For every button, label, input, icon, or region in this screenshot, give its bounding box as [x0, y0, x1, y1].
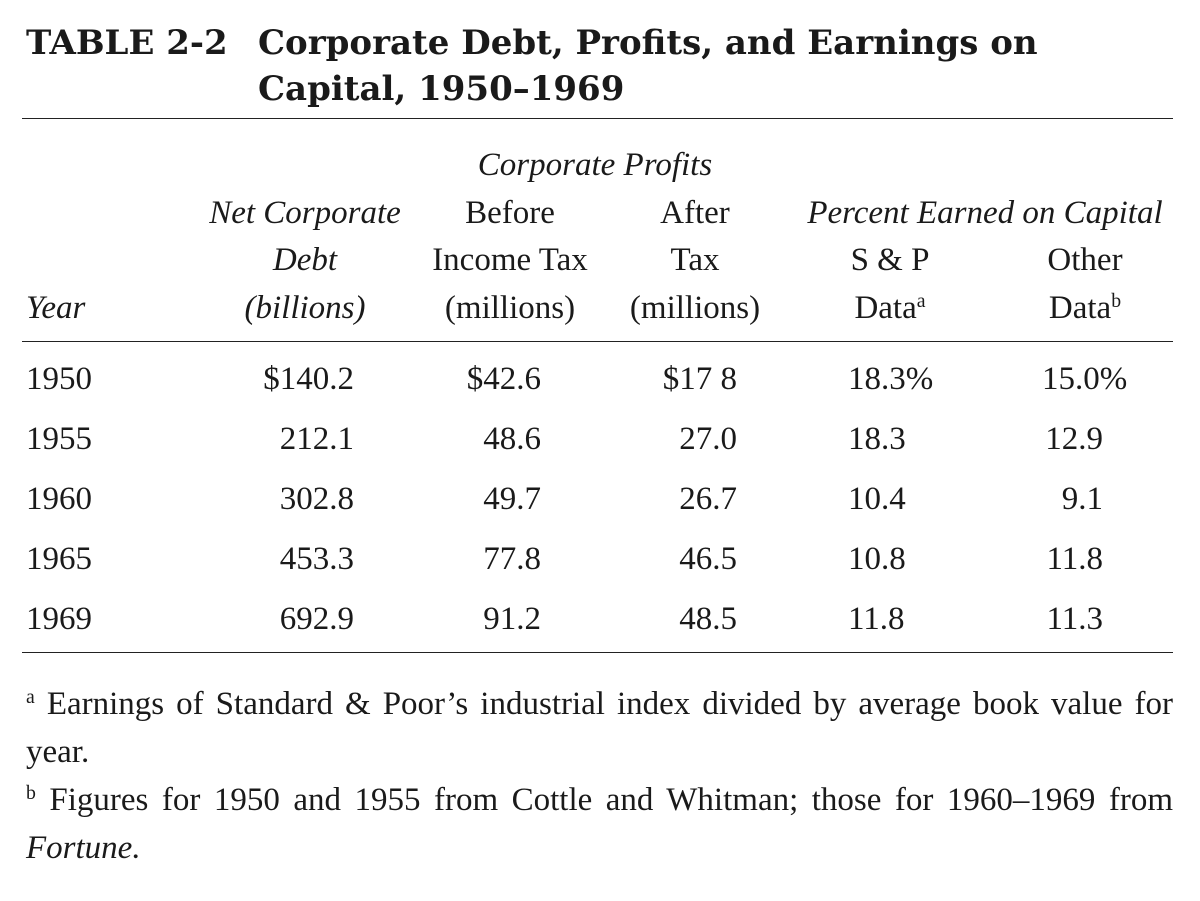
cell-after-tax: 48.5: [679, 601, 737, 637]
header-corporate-profits: Corporate Profits: [477, 147, 713, 183]
footnote-a: a Earnings of Standard & Poor’s industri…: [26, 680, 1173, 776]
header-debt-line3: (billions): [244, 290, 366, 326]
cell-before-tax: 91.2: [483, 601, 541, 637]
header-other-line2: Datab: [1048, 290, 1122, 326]
cell-other-data: 12.9: [1045, 421, 1103, 457]
table-title: Corporate Debt, Profits, and Earnings on…: [258, 23, 1038, 109]
footnote-mark-a: a: [916, 290, 926, 313]
cell-before-tax: 77.8: [483, 541, 541, 577]
cell-other-data: 11.8: [1046, 541, 1103, 577]
cell-sp-data: 10.4: [848, 481, 906, 517]
header-debt-line1: Net Corporate: [209, 195, 401, 231]
cell-debt: 692.9: [279, 601, 354, 637]
footnote-b: b Figures for 1950 and 1955 from Cottle …: [26, 776, 1173, 872]
header-rule: [22, 341, 1173, 342]
top-rule: [22, 118, 1173, 119]
cell-other-data: 9.1: [1061, 481, 1103, 517]
cell-sp-data: 18.3%: [848, 361, 934, 397]
bottom-rule: [22, 652, 1173, 653]
cell-after-tax: $17 8: [662, 361, 737, 397]
footnote-b-mark: b: [26, 782, 36, 805]
header-before-line3: (millions): [444, 290, 576, 326]
footnote-b-source: Fortune.: [26, 830, 141, 866]
cell-after-tax: 46.5: [679, 541, 737, 577]
cell-before-tax: 48.6: [483, 421, 541, 457]
cell-other-data: 15.0%: [1042, 361, 1128, 397]
cell-debt: $140.2: [263, 361, 354, 397]
cell-year: 1950: [26, 361, 92, 397]
footnote-a-mark: a: [26, 686, 35, 709]
cell-sp-data: 11.8: [848, 601, 905, 637]
header-after-line1: After: [660, 195, 730, 231]
header-before-line1: Before: [465, 195, 555, 231]
header-after-line2: Tax: [670, 242, 720, 278]
cell-sp-data: 10.8: [848, 541, 906, 577]
footnote-b-text: Figures for 1950 and 1955 from Cottle an…: [49, 782, 1173, 818]
cell-after-tax: 26.7: [679, 481, 737, 517]
header-after-line3: (millions): [629, 290, 761, 326]
cell-debt: 453.3: [279, 541, 354, 577]
footnote-a-text: Earnings of Standard & Poor’s industrial…: [26, 686, 1173, 770]
cell-after-tax: 27.0: [679, 421, 737, 457]
header-sp-line1: S & P: [850, 242, 930, 278]
header-debt-line2: Debt: [272, 242, 338, 278]
header-percent-earned: Percent Earned on Capital: [807, 195, 1163, 231]
header-other-line1: Other: [1047, 242, 1123, 278]
footnote-mark-b: b: [1111, 290, 1122, 313]
header-year: Year: [26, 290, 86, 326]
cell-other-data: 11.3: [1046, 601, 1103, 637]
cell-debt: 212.1: [279, 421, 354, 457]
table-number: TABLE 2-2: [26, 23, 228, 63]
cell-year: 1960: [26, 481, 92, 517]
cell-year: 1969: [26, 601, 92, 637]
header-sp-line2: Dataa: [854, 290, 926, 326]
header-before-line2: Income Tax: [432, 242, 588, 278]
cell-year: 1965: [26, 541, 92, 577]
cell-debt: 302.8: [279, 481, 354, 517]
cell-before-tax: 49.7: [483, 481, 541, 517]
cell-before-tax: $42.6: [466, 361, 541, 397]
cell-sp-data: 18.3: [848, 421, 906, 457]
cell-year: 1955: [26, 421, 92, 457]
